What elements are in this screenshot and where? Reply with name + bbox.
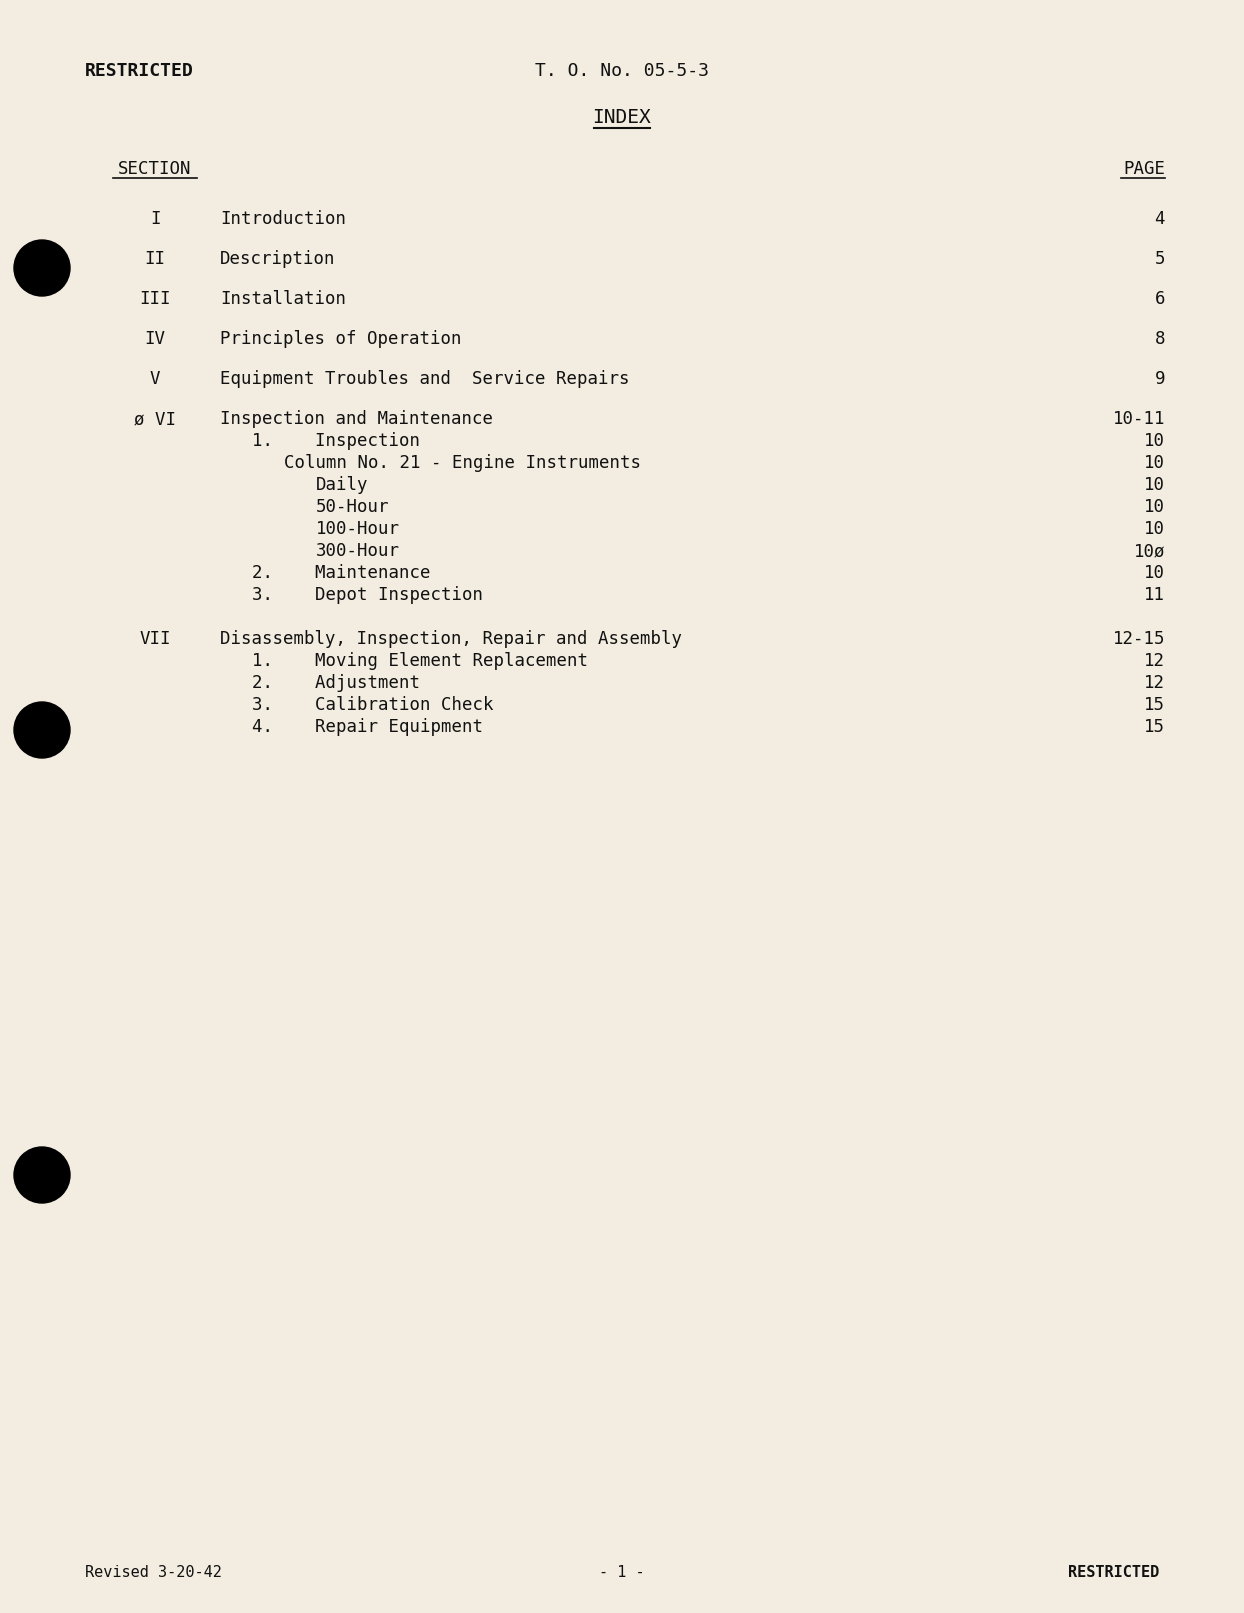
Text: 10ø: 10ø bbox=[1133, 542, 1164, 560]
Text: 12: 12 bbox=[1144, 652, 1164, 669]
Circle shape bbox=[14, 702, 70, 758]
Text: 12-15: 12-15 bbox=[1112, 631, 1164, 648]
Text: Inspection and Maintenance: Inspection and Maintenance bbox=[220, 410, 493, 427]
Text: Disassembly, Inspection, Repair and Assembly: Disassembly, Inspection, Repair and Asse… bbox=[220, 631, 682, 648]
Text: Introduction: Introduction bbox=[220, 210, 346, 227]
Text: 15: 15 bbox=[1144, 695, 1164, 715]
Text: 8: 8 bbox=[1154, 331, 1164, 348]
Text: II: II bbox=[144, 250, 165, 268]
Text: Description: Description bbox=[220, 250, 336, 268]
Text: Column No. 21 - Engine Instruments: Column No. 21 - Engine Instruments bbox=[284, 453, 641, 473]
Text: 15: 15 bbox=[1144, 718, 1164, 736]
Text: RESTRICTED: RESTRICTED bbox=[85, 61, 194, 81]
Text: INDEX: INDEX bbox=[592, 108, 652, 127]
Text: 5: 5 bbox=[1154, 250, 1164, 268]
Text: RESTRICTED: RESTRICTED bbox=[1067, 1565, 1159, 1581]
Text: 6: 6 bbox=[1154, 290, 1164, 308]
Text: Equipment Troubles and  Service Repairs: Equipment Troubles and Service Repairs bbox=[220, 369, 629, 389]
Text: 12: 12 bbox=[1144, 674, 1164, 692]
Text: 50-Hour: 50-Hour bbox=[316, 498, 389, 516]
Text: 1.    Moving Element Replacement: 1. Moving Element Replacement bbox=[253, 652, 588, 669]
Text: T. O. No. 05-5-3: T. O. No. 05-5-3 bbox=[535, 61, 709, 81]
Text: 300-Hour: 300-Hour bbox=[316, 542, 401, 560]
Text: 2.    Adjustment: 2. Adjustment bbox=[253, 674, 420, 692]
Text: 10: 10 bbox=[1144, 519, 1164, 539]
Text: 9: 9 bbox=[1154, 369, 1164, 389]
Text: Daily: Daily bbox=[316, 476, 368, 494]
Circle shape bbox=[14, 240, 70, 297]
Text: 10: 10 bbox=[1144, 432, 1164, 450]
Text: 10: 10 bbox=[1144, 498, 1164, 516]
Text: 1.    Inspection: 1. Inspection bbox=[253, 432, 420, 450]
Text: - 1 -: - 1 - bbox=[600, 1565, 644, 1581]
Text: Revised 3-20-42: Revised 3-20-42 bbox=[85, 1565, 221, 1581]
Text: III: III bbox=[139, 290, 170, 308]
Text: ø VI: ø VI bbox=[134, 410, 175, 427]
Text: 4: 4 bbox=[1154, 210, 1164, 227]
Text: I: I bbox=[149, 210, 160, 227]
Text: 3.    Calibration Check: 3. Calibration Check bbox=[253, 695, 494, 715]
Text: V: V bbox=[149, 369, 160, 389]
Text: 10: 10 bbox=[1144, 476, 1164, 494]
Text: 11: 11 bbox=[1144, 586, 1164, 603]
Text: 4.    Repair Equipment: 4. Repair Equipment bbox=[253, 718, 483, 736]
Text: 10: 10 bbox=[1144, 453, 1164, 473]
Text: 10: 10 bbox=[1144, 565, 1164, 582]
Circle shape bbox=[14, 1147, 70, 1203]
Text: Principles of Operation: Principles of Operation bbox=[220, 331, 462, 348]
Text: 2.    Maintenance: 2. Maintenance bbox=[253, 565, 430, 582]
Text: PAGE: PAGE bbox=[1123, 160, 1164, 177]
Text: 10-11: 10-11 bbox=[1112, 410, 1164, 427]
Text: SECTION: SECTION bbox=[118, 160, 192, 177]
Text: 3.    Depot Inspection: 3. Depot Inspection bbox=[253, 586, 483, 603]
Text: 100-Hour: 100-Hour bbox=[316, 519, 401, 539]
Text: Installation: Installation bbox=[220, 290, 346, 308]
Text: IV: IV bbox=[144, 331, 165, 348]
Text: VII: VII bbox=[139, 631, 170, 648]
